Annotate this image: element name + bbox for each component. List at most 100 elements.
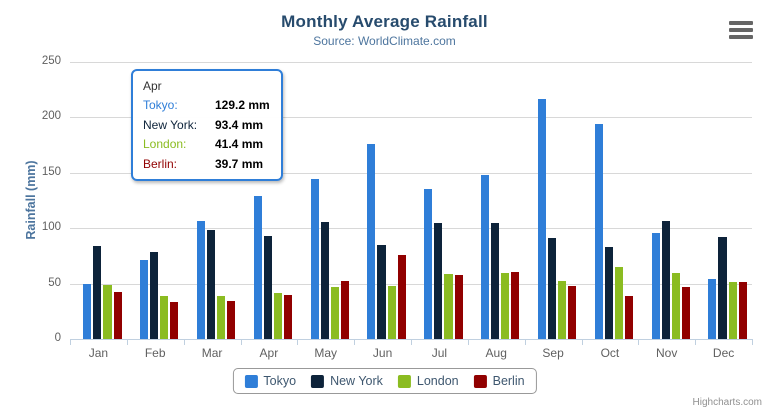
x-axis-label-jul: Jul (431, 346, 448, 360)
x-axis-tick (752, 340, 753, 345)
london-bar-nov[interactable] (671, 273, 680, 339)
gridline-50 (70, 283, 752, 285)
x-axis-label-aug: Aug (485, 346, 507, 360)
tokyo-bar-oct[interactable] (594, 123, 603, 339)
tokyo-bar-feb[interactable] (140, 259, 149, 339)
tooltip-series-label: London: (143, 137, 187, 151)
berlin-bar-jul[interactable] (454, 275, 463, 339)
berlin-bar-apr[interactable] (284, 295, 293, 339)
tokyo-bar-mar[interactable] (196, 221, 205, 339)
highcharts-credit-link[interactable]: Highcharts.com (692, 397, 762, 408)
new-york-bar-jul[interactable] (434, 222, 443, 339)
x-axis-tick (581, 340, 583, 345)
berlin-bar-nov[interactable] (681, 287, 690, 339)
london-bar-aug[interactable] (501, 273, 510, 339)
london-bar-jan[interactable] (103, 284, 112, 339)
tokyo-bar-may[interactable] (310, 179, 319, 339)
tokyo-bar-jan[interactable] (83, 283, 92, 339)
hamburger-bar (729, 21, 753, 25)
legend: Tokyo New York London Berlin (232, 368, 537, 394)
new-york-bar-mar[interactable] (206, 229, 216, 339)
london-bar-may[interactable] (330, 286, 339, 339)
tooltip-row-newyork: New York: 93.4 mm (143, 116, 271, 136)
legend-label: London (416, 374, 459, 388)
london-bar-dec[interactable] (728, 282, 737, 339)
london-bar-jun[interactable] (387, 285, 396, 339)
x-axis-label-jan: Jan (88, 346, 109, 360)
berlin-bar-jan[interactable] (113, 292, 122, 339)
london-bar-oct[interactable] (614, 266, 624, 339)
x-axis-label-apr: Apr (259, 346, 279, 360)
x-axis-tick (638, 340, 640, 345)
tooltip: Apr Tokyo: 129.2 mm New York: 93.4 mm London… (131, 69, 283, 181)
x-axis-label-oct: Oct (600, 346, 620, 360)
gridline-100 (70, 228, 752, 230)
x-axis-tick (524, 340, 526, 345)
x-axis-label-may: May (314, 346, 338, 360)
london-bar-mar[interactable] (217, 295, 226, 339)
legend-swatch-berlin (473, 374, 487, 388)
x-axis-label-jun: Jun (372, 346, 393, 360)
legend-item-london[interactable]: London (397, 374, 459, 388)
new-york-bar-apr[interactable] (263, 235, 272, 339)
tokyo-bar-nov[interactable] (651, 233, 660, 339)
x-axis-label-sep: Sep (542, 346, 564, 360)
berlin-bar-sep[interactable] (568, 286, 577, 339)
chart-title: Monthly Average Rainfall (281, 12, 488, 31)
new-york-bar-nov[interactable] (661, 220, 670, 339)
berlin-bar-mar[interactable] (227, 300, 236, 339)
y-axis-label-0: 0 (54, 332, 61, 344)
london-bar-apr[interactable] (273, 293, 283, 339)
legend-item-tokyo[interactable]: Tokyo (244, 374, 296, 388)
hamburger-menu-icon[interactable] (729, 21, 753, 39)
tooltip-series-label: Berlin: (143, 156, 178, 171)
gridline-150 (70, 172, 752, 174)
tokyo-bar-dec[interactable] (708, 278, 717, 339)
legend-swatch-london (397, 374, 411, 388)
x-axis-label-feb: Feb (144, 346, 166, 360)
tokyo-bar-jul[interactable] (424, 188, 433, 339)
london-bar-sep[interactable] (558, 280, 567, 339)
legend-item-new-york[interactable]: New York (311, 374, 383, 388)
berlin-bar-feb[interactable] (170, 302, 179, 339)
legend-swatch-new-york (311, 374, 325, 388)
tokyo-bar-apr[interactable] (253, 195, 262, 339)
y-axis-label-100: 100 (41, 221, 61, 234)
x-axis-tick (183, 340, 185, 345)
legend-label: Berlin (492, 374, 525, 388)
tooltip-series-value: 39.7 mm (215, 156, 264, 171)
berlin-bar-dec[interactable] (738, 282, 747, 339)
x-axis-tick (467, 340, 469, 345)
legend-item-berlin[interactable]: Berlin (473, 374, 525, 388)
tokyo-bar-aug[interactable] (481, 174, 490, 339)
hamburger-bar (729, 28, 753, 32)
berlin-bar-jun[interactable] (397, 255, 406, 339)
new-york-bar-jun[interactable] (377, 245, 386, 339)
new-york-bar-may[interactable] (320, 221, 329, 339)
new-york-bar-sep[interactable] (547, 238, 557, 339)
tooltip-series-value: 93.4 mm (215, 117, 264, 132)
berlin-bar-aug[interactable] (511, 272, 520, 339)
new-york-bar-jan[interactable] (93, 246, 102, 339)
berlin-bar-may[interactable] (340, 280, 349, 339)
tokyo-bar-jun[interactable] (367, 144, 376, 339)
gridline-250 (70, 62, 752, 63)
legend-label: Tokyo (263, 374, 297, 388)
x-axis-line (70, 339, 753, 340)
x-axis-label-nov: Nov (656, 346, 678, 360)
x-axis-tick (240, 340, 242, 345)
tokyo-bar-sep[interactable] (537, 99, 546, 339)
hamburger-bar (729, 35, 753, 39)
x-axis-tick (70, 340, 71, 345)
x-axis-tick (297, 340, 299, 345)
new-york-bar-feb[interactable] (150, 251, 159, 339)
new-york-bar-aug[interactable] (491, 223, 500, 339)
new-york-bar-oct[interactable] (604, 246, 613, 339)
london-bar-jul[interactable] (444, 273, 453, 339)
x-axis-tick (695, 340, 697, 345)
gridline-200 (70, 117, 752, 119)
berlin-bar-oct[interactable] (625, 295, 634, 339)
london-bar-feb[interactable] (160, 296, 169, 339)
new-york-bar-dec[interactable] (718, 236, 727, 339)
